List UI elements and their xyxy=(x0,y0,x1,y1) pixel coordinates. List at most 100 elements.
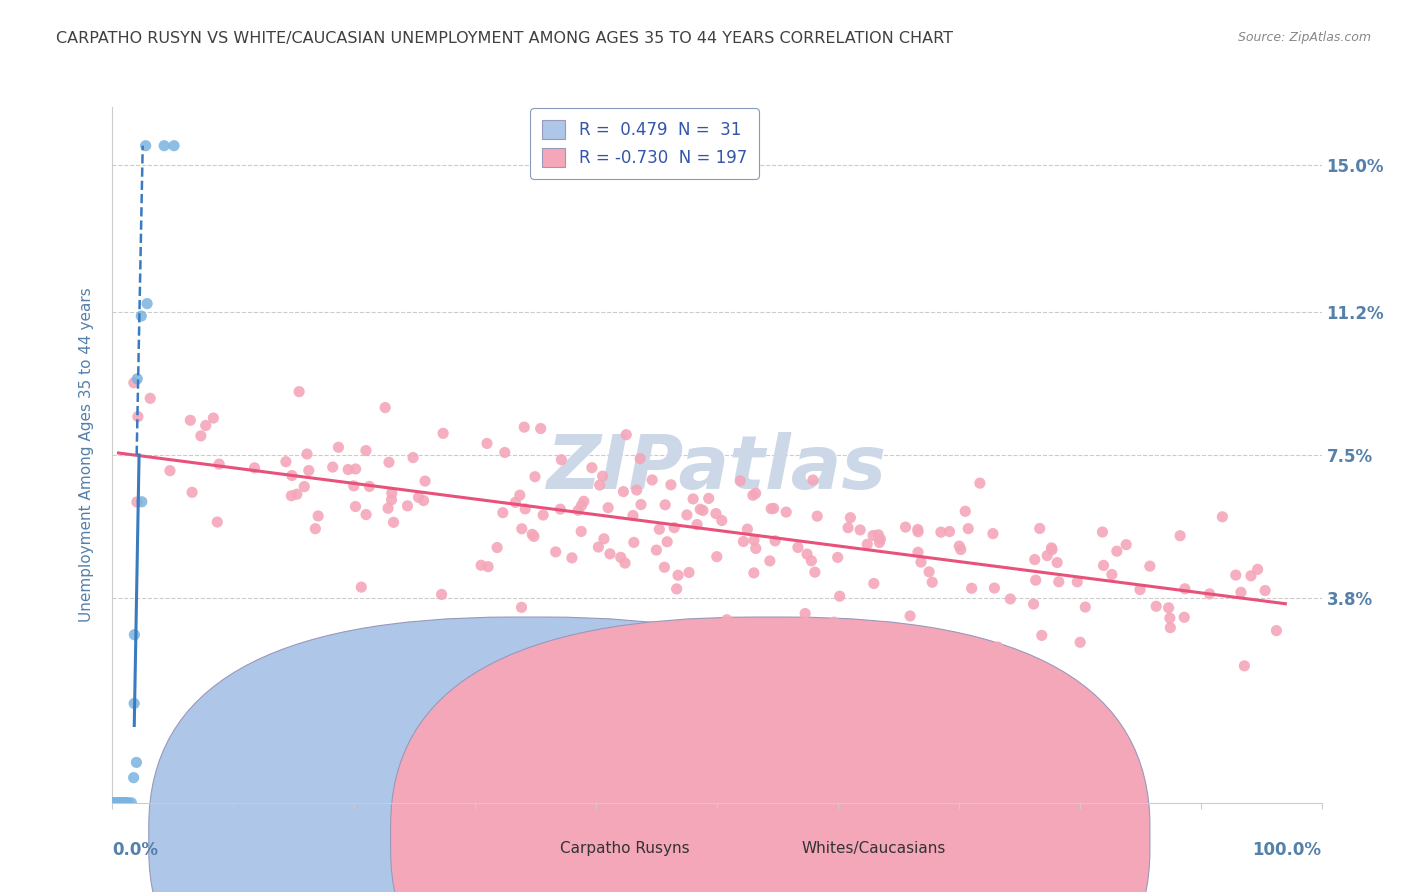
Point xyxy=(522,527,544,541)
Point xyxy=(285,487,308,501)
Point xyxy=(689,502,711,516)
Point xyxy=(614,427,637,442)
Point xyxy=(1046,556,1069,570)
Point xyxy=(666,568,689,582)
Point xyxy=(1040,542,1063,557)
Text: ZIPatlas: ZIPatlas xyxy=(547,433,887,506)
Point xyxy=(179,413,201,427)
Point xyxy=(745,541,768,556)
Point xyxy=(763,533,786,548)
Point xyxy=(1159,621,1181,635)
Point xyxy=(1105,544,1128,558)
Point xyxy=(569,524,592,539)
Point xyxy=(105,796,128,810)
Point xyxy=(322,460,344,475)
Point xyxy=(733,534,755,549)
Point xyxy=(354,443,377,458)
Point xyxy=(761,501,783,516)
Point xyxy=(910,555,932,569)
Point xyxy=(1047,574,1070,589)
Point xyxy=(477,559,499,574)
Point xyxy=(110,796,132,810)
Point xyxy=(1211,509,1233,524)
Point xyxy=(125,756,148,770)
Point xyxy=(1139,559,1161,574)
Point xyxy=(243,461,266,475)
Point xyxy=(117,796,139,810)
Point xyxy=(120,796,142,810)
Point xyxy=(697,491,720,506)
Text: Whites/Caucasians: Whites/Caucasians xyxy=(801,841,946,856)
Point xyxy=(1092,558,1115,573)
Point xyxy=(1066,574,1088,589)
Point xyxy=(136,296,159,310)
Point xyxy=(806,509,828,524)
Point xyxy=(1230,585,1253,599)
Point xyxy=(131,495,153,509)
Point xyxy=(837,521,859,535)
Point xyxy=(307,508,329,523)
Point xyxy=(107,796,129,810)
Point xyxy=(742,533,765,548)
Point xyxy=(1074,600,1097,615)
Point xyxy=(907,523,929,537)
Point xyxy=(1028,521,1050,535)
Point xyxy=(127,372,149,386)
Point xyxy=(304,522,326,536)
Point xyxy=(523,529,546,543)
Point xyxy=(572,494,595,508)
Point xyxy=(921,575,943,590)
Point xyxy=(194,418,217,433)
Point xyxy=(728,474,751,488)
Point xyxy=(544,545,567,559)
Point xyxy=(678,566,700,580)
Point xyxy=(1168,529,1191,543)
Point xyxy=(288,384,311,399)
Point xyxy=(742,566,765,580)
Point xyxy=(598,500,620,515)
Point xyxy=(659,477,682,491)
Point xyxy=(759,554,782,568)
Point xyxy=(868,535,890,549)
Point xyxy=(593,532,616,546)
Point xyxy=(1225,568,1247,582)
Point xyxy=(581,460,603,475)
Point xyxy=(856,537,879,551)
Point xyxy=(432,426,454,441)
Point xyxy=(550,502,572,516)
Point xyxy=(928,635,950,649)
Point xyxy=(823,615,845,629)
Point xyxy=(654,560,676,574)
Point xyxy=(344,500,367,514)
Point xyxy=(163,138,186,153)
Point xyxy=(665,582,688,596)
Point xyxy=(654,498,676,512)
Point xyxy=(981,526,1004,541)
Point xyxy=(682,491,704,506)
Point xyxy=(111,796,134,810)
Point xyxy=(475,436,498,450)
Point xyxy=(208,457,231,471)
Point xyxy=(374,401,396,415)
Point xyxy=(827,550,849,565)
Point xyxy=(494,445,516,459)
Point xyxy=(710,514,733,528)
Point xyxy=(337,462,360,476)
Point xyxy=(108,796,131,810)
Point xyxy=(969,476,991,491)
FancyBboxPatch shape xyxy=(391,617,1150,892)
Point xyxy=(1022,597,1045,611)
Point xyxy=(515,502,537,516)
Point xyxy=(430,587,453,601)
Point xyxy=(599,547,621,561)
Point xyxy=(103,796,125,810)
Point xyxy=(292,480,315,494)
Text: Source: ZipAtlas.com: Source: ZipAtlas.com xyxy=(1237,31,1371,45)
Text: CARPATHO RUSYN VS WHITE/CAUCASIAN UNEMPLOYMENT AMONG AGES 35 TO 44 YEARS CORRELA: CARPATHO RUSYN VS WHITE/CAUCASIAN UNEMPL… xyxy=(56,31,953,46)
Point xyxy=(111,796,134,810)
Point xyxy=(907,524,929,539)
Point xyxy=(181,485,204,500)
Point xyxy=(868,528,890,542)
Point xyxy=(1101,567,1123,582)
Point xyxy=(609,550,631,565)
